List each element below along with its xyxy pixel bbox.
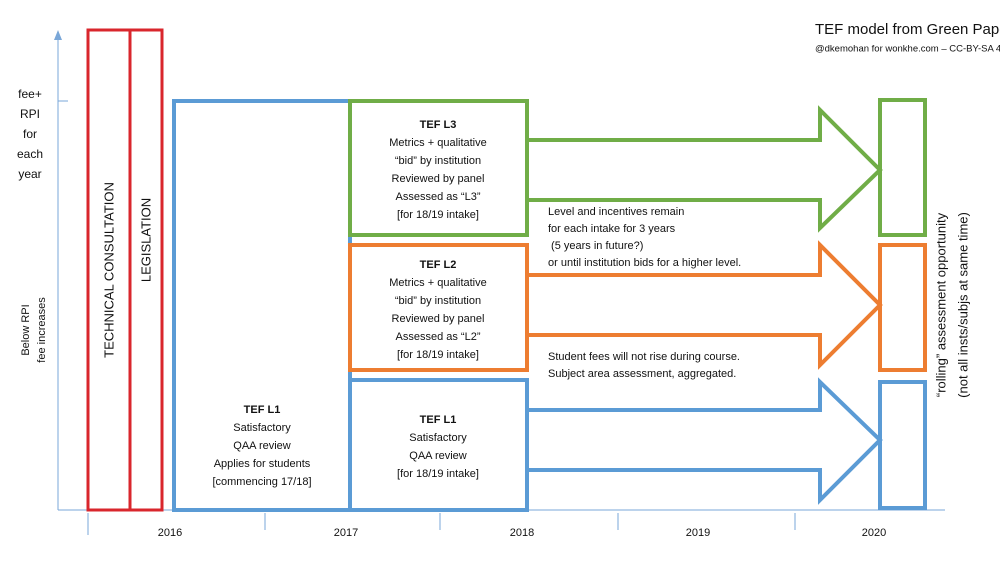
box-line: Metrics + qualitative: [389, 137, 487, 149]
note: (5 years in future?): [548, 240, 643, 252]
box-line: Applies for students: [214, 458, 311, 470]
note: Student fees will not rise during course…: [548, 351, 740, 363]
rolling-label: (not all insts/subjs at same time): [955, 212, 970, 398]
y-label: year: [18, 167, 41, 181]
box-line: Reviewed by panel: [392, 313, 485, 325]
shapes: [86, 28, 927, 512]
box-line: [for 18/19 intake]: [397, 468, 479, 480]
box-title: TEF L1: [420, 414, 457, 426]
box-line: Satisfactory: [409, 432, 467, 444]
note: for each intake for 3 years: [548, 223, 676, 235]
year-label: 2016: [158, 527, 182, 539]
box-line: “bid” by institution: [395, 295, 481, 307]
box-line: Metrics + qualitative: [389, 277, 487, 289]
box-title: TEF L3: [420, 119, 457, 131]
note: Subject area assessment, aggregated.: [548, 368, 736, 380]
y-label: fee+: [18, 87, 42, 101]
y-label: for: [23, 127, 37, 141]
box-title: TEF L1: [244, 404, 281, 416]
title: TEF model from Green Paper: [815, 21, 1000, 38]
note: Level and incentives remain: [548, 206, 684, 218]
y-label: RPI: [20, 107, 40, 121]
credit: @dkemohan for wonkhe.com – CC-BY-SA 4.0: [815, 44, 1000, 55]
phase-label: LEGISLATION: [138, 198, 153, 282]
box-line: [for 18/19 intake]: [397, 209, 479, 221]
box-line: Reviewed by panel: [392, 173, 485, 185]
box-line: Assessed as “L2”: [396, 331, 481, 343]
axis-arrow: [54, 30, 62, 40]
box-line: QAA review: [409, 450, 467, 462]
year-label: 2019: [686, 527, 710, 539]
year-label: 2020: [862, 527, 886, 539]
box-title: TEF L2: [420, 259, 457, 271]
phase-label: TECHNICAL CONSULTATION: [101, 182, 116, 358]
box-line: QAA review: [233, 440, 291, 452]
box-line: “bid” by institution: [395, 155, 481, 167]
box-line: Satisfactory: [233, 422, 291, 434]
year-label: 2018: [510, 527, 534, 539]
y-label: each: [17, 147, 43, 161]
rolling-label: “rolling” assessment opportunity: [933, 212, 948, 397]
year-label: 2017: [334, 527, 358, 539]
y-label: fee increases: [36, 297, 48, 363]
y-label: Below RPI: [20, 304, 32, 355]
box-line: [for 18/19 intake]: [397, 349, 479, 361]
axes: [57, 35, 945, 535]
note: or until institution bids for a higher l…: [548, 257, 741, 269]
box-line: [commencing 17/18]: [212, 476, 311, 488]
box-line: Assessed as “L3”: [396, 191, 481, 203]
